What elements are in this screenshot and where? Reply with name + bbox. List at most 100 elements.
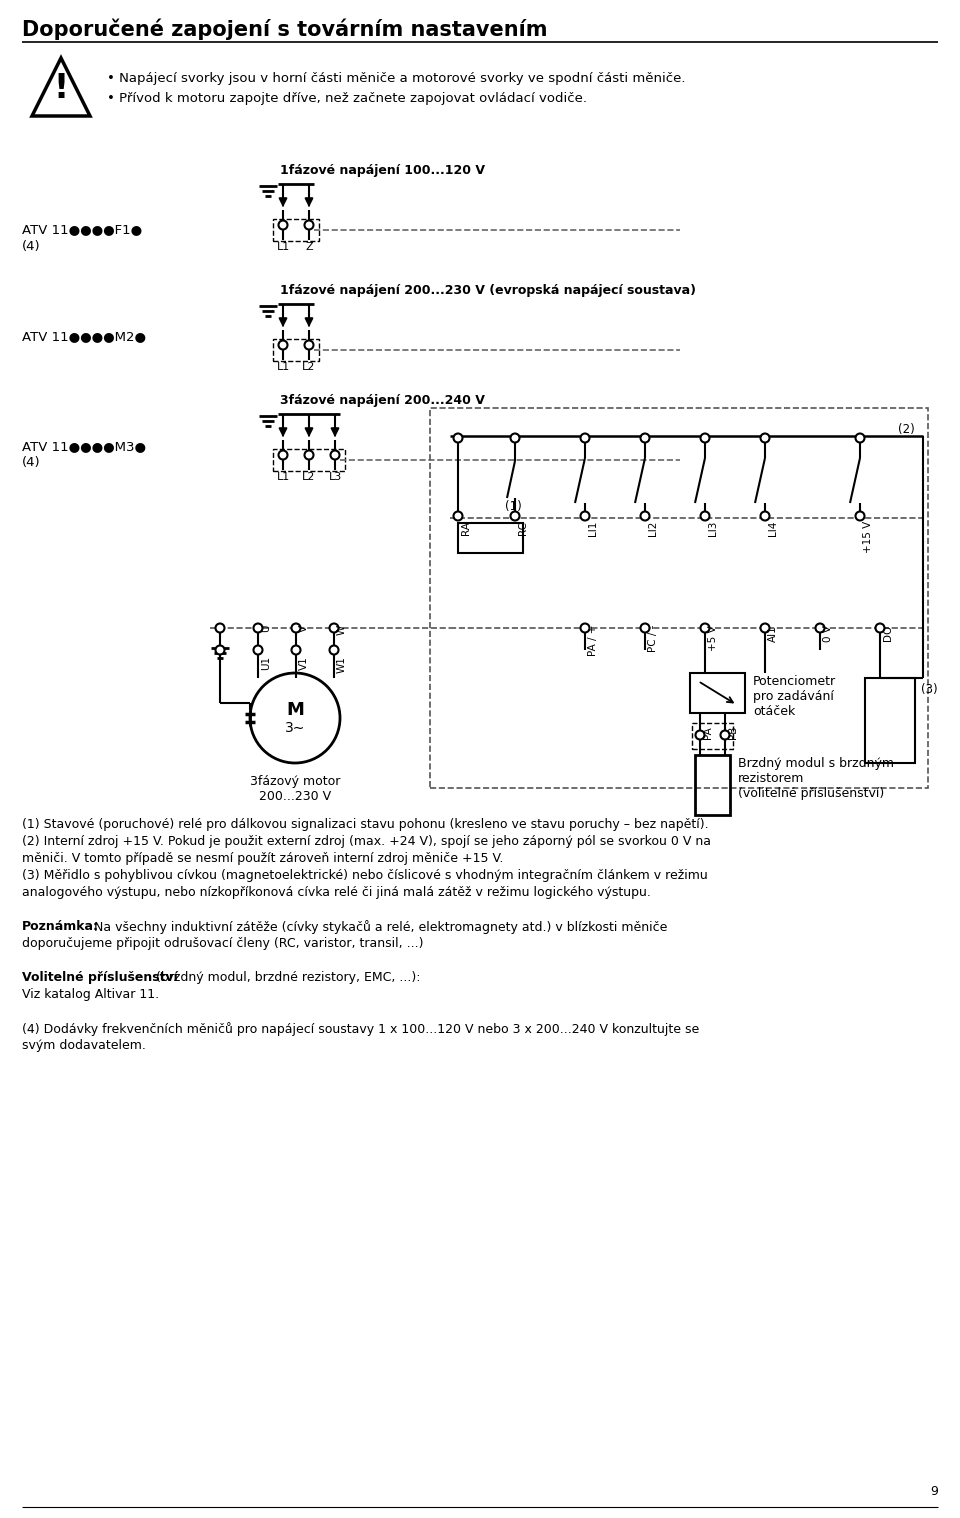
Bar — [273, 449, 345, 471]
Text: +5 V: +5 V — [708, 625, 718, 651]
Circle shape — [701, 512, 709, 521]
Text: DO: DO — [883, 625, 893, 641]
Text: 3fázové napájení 200...240 V: 3fázové napájení 200...240 V — [280, 395, 485, 407]
Text: (1) Stavové (poruchové) relé pro dálkovou signalizaci stavu pohonu (kresleno ve : (1) Stavové (poruchové) relé pro dálkovo… — [22, 818, 708, 830]
Text: (4): (4) — [22, 240, 40, 254]
Circle shape — [253, 645, 262, 654]
Text: Volitelné příslušenství: Volitelné příslušenství — [22, 972, 178, 984]
Circle shape — [253, 624, 262, 633]
Bar — [695, 754, 730, 815]
Text: (3) Měřidlo s pohyblivou cívkou (magnetoelektrické) nebo číslicové s vhodným int: (3) Měřidlo s pohyblivou cívkou (magneto… — [22, 868, 708, 882]
Bar — [865, 679, 915, 764]
Text: (4): (4) — [22, 455, 40, 469]
Circle shape — [581, 624, 589, 633]
Circle shape — [278, 340, 287, 349]
Bar — [273, 339, 319, 361]
Text: (2): (2) — [898, 424, 915, 436]
Text: Viz katalog Altivar 11.: Viz katalog Altivar 11. — [22, 988, 159, 1000]
Circle shape — [292, 624, 300, 633]
Circle shape — [721, 730, 730, 739]
Text: L2: L2 — [302, 361, 316, 372]
Circle shape — [304, 220, 314, 229]
Text: • Napájecí svorky jsou v horní části měniče a motorové svorky ve spodní části mě: • Napájecí svorky jsou v horní části měn… — [107, 71, 685, 85]
Circle shape — [304, 451, 314, 460]
Circle shape — [760, 512, 770, 521]
Text: !: ! — [54, 71, 68, 105]
Text: W: W — [337, 625, 347, 635]
Bar — [692, 723, 733, 748]
Text: Poznámka:: Poznámka: — [22, 920, 99, 934]
Text: doporučujeme připojit odrušovací členy (RC, varistor, transil, ...): doporučujeme připojit odrušovací členy (… — [22, 937, 423, 950]
Text: ATV 11●●●●M3●: ATV 11●●●●M3● — [22, 440, 146, 452]
Circle shape — [640, 434, 650, 443]
Text: 1fázové napájení 200...230 V (evropská napájecí soustava): 1fázové napájení 200...230 V (evropská n… — [280, 284, 696, 298]
Circle shape — [815, 624, 825, 633]
Text: analogového výstupu, nebo nízkopříkonová cívka relé či jiná malá zátěž v režimu : analogového výstupu, nebo nízkopříkonová… — [22, 887, 651, 899]
Text: L3: L3 — [328, 472, 342, 483]
Text: Brzdný modul s brzdným
rezistorem
(volitelné příslušenství): Brzdný modul s brzdným rezistorem (volit… — [738, 757, 894, 800]
Text: měniči. V tomto případě se nesmí použít zároveň interní zdroj měniče +15 V.: měniči. V tomto případě se nesmí použít … — [22, 852, 503, 865]
Text: W1: W1 — [337, 656, 347, 672]
Circle shape — [511, 434, 519, 443]
Circle shape — [304, 340, 314, 349]
Circle shape — [701, 624, 709, 633]
Circle shape — [453, 434, 463, 443]
Text: M: M — [286, 701, 304, 720]
Bar — [690, 672, 745, 713]
Text: L1: L1 — [276, 361, 290, 372]
Text: PC / -: PC / - — [648, 625, 658, 653]
Circle shape — [760, 434, 770, 443]
Text: ATV 11●●●●M2●: ATV 11●●●●M2● — [22, 329, 146, 343]
Circle shape — [278, 220, 287, 229]
Text: +15 V: +15 V — [863, 521, 873, 553]
Text: L2: L2 — [302, 472, 316, 483]
Text: 3fázový motor
200...230 V: 3fázový motor 200...230 V — [250, 776, 340, 803]
Text: U1: U1 — [261, 656, 271, 669]
Circle shape — [330, 451, 340, 460]
Text: (2) Interní zdroj +15 V. Pokud je použit externí zdroj (max. +24 V), spojí se je: (2) Interní zdroj +15 V. Pokud je použit… — [22, 835, 711, 849]
Circle shape — [640, 512, 650, 521]
Text: (brzdný modul, brzdné rezistory, EMC, ...):: (brzdný modul, brzdné rezistory, EMC, ..… — [152, 972, 420, 984]
Text: RA: RA — [461, 521, 471, 534]
Bar — [430, 408, 928, 788]
Text: LI4: LI4 — [768, 521, 778, 536]
Text: • Přívod k motoru zapojte dříve, než začnete zapojovat ovládací vodiče.: • Přívod k motoru zapojte dříve, než zač… — [107, 93, 587, 105]
Text: V1: V1 — [299, 656, 309, 669]
Text: LI2: LI2 — [648, 521, 658, 536]
Text: 0 V: 0 V — [823, 625, 833, 642]
Text: 1fázové napájení 100...120 V: 1fázové napájení 100...120 V — [280, 164, 485, 178]
Circle shape — [292, 645, 300, 654]
Text: PB: PB — [728, 726, 738, 739]
Text: svým dodavatelem.: svým dodavatelem. — [22, 1038, 146, 1052]
Bar — [273, 219, 319, 241]
Circle shape — [215, 645, 225, 654]
Circle shape — [701, 434, 709, 443]
Text: Doporučené zapojení s továrním nastavením: Doporučené zapojení s továrním nastavení… — [22, 18, 547, 39]
Text: LI3: LI3 — [708, 521, 718, 536]
Circle shape — [329, 624, 339, 633]
Circle shape — [581, 434, 589, 443]
Text: ATV 11●●●●F1●: ATV 11●●●●F1● — [22, 223, 142, 235]
Text: L1: L1 — [276, 241, 290, 252]
Text: LI1: LI1 — [588, 521, 598, 536]
Circle shape — [695, 730, 705, 739]
Text: U: U — [261, 625, 271, 633]
Text: 9: 9 — [930, 1485, 938, 1498]
Circle shape — [760, 624, 770, 633]
Text: Potenciometr
pro zadávání
otáček: Potenciometr pro zadávání otáček — [753, 676, 836, 718]
Circle shape — [329, 645, 339, 654]
Circle shape — [640, 624, 650, 633]
Text: L1: L1 — [276, 472, 290, 483]
Text: PA: PA — [703, 726, 713, 739]
Text: (1): (1) — [505, 499, 521, 513]
Circle shape — [215, 624, 225, 633]
Circle shape — [855, 434, 865, 443]
Text: (4) Dodávky frekvenčních měničů pro napájecí soustavy 1 x 100...120 V nebo 3 x 2: (4) Dodávky frekvenčních měničů pro napá… — [22, 1022, 699, 1035]
Text: (3): (3) — [921, 683, 938, 695]
Circle shape — [511, 512, 519, 521]
Text: RC: RC — [518, 521, 528, 534]
Circle shape — [278, 451, 287, 460]
Circle shape — [581, 512, 589, 521]
Text: AI1: AI1 — [768, 625, 778, 642]
Text: 3∼: 3∼ — [285, 721, 305, 735]
